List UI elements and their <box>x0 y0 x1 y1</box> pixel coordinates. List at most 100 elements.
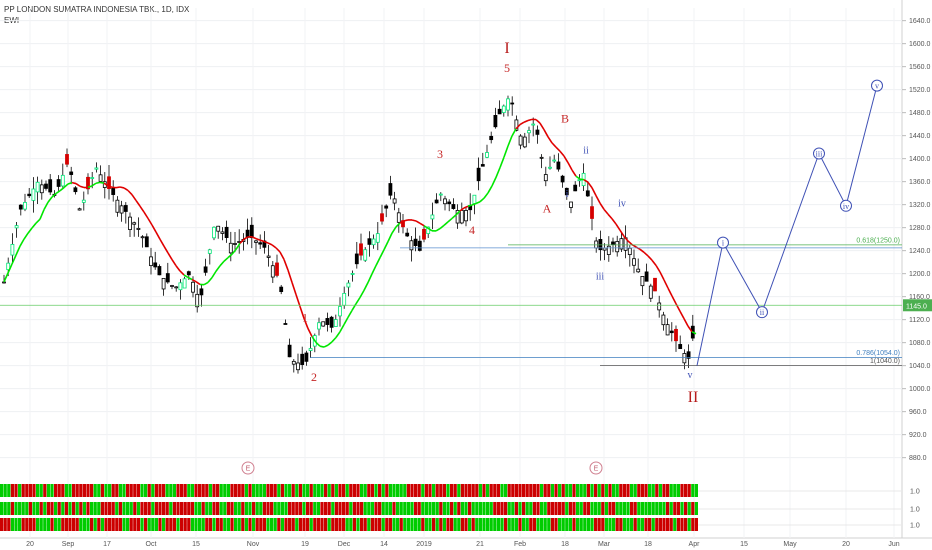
moving-average-segment <box>171 259 177 267</box>
indicator-bar <box>266 484 270 497</box>
y-tick-label: 1280.0 <box>909 225 931 232</box>
candle-body <box>371 238 376 246</box>
indicator-bar <box>471 518 475 531</box>
candle-body <box>300 353 305 365</box>
indicator-bar <box>25 484 29 497</box>
indicator-bar <box>561 484 565 497</box>
moving-average-segment <box>607 213 613 220</box>
candle-body <box>560 175 565 183</box>
indicator-bar <box>158 502 162 515</box>
indicator-bar <box>478 484 482 497</box>
indicator-bar <box>338 518 342 531</box>
indicator-bar <box>579 484 583 497</box>
moving-average-segment <box>175 265 181 272</box>
moving-average-segment <box>643 251 649 257</box>
indicator-bar <box>388 502 392 515</box>
indicator-bar <box>518 484 522 497</box>
projection-circle-iv <box>840 199 852 212</box>
indicator-bar <box>486 518 490 531</box>
indicator-bar <box>489 484 493 497</box>
indicator-bar <box>18 502 22 515</box>
indicator-bar <box>421 484 425 497</box>
indicator-bar <box>93 502 97 515</box>
moving-average-segment <box>55 190 61 195</box>
indicator-bar <box>252 518 256 531</box>
indicator-bar <box>453 502 457 515</box>
indicator-bar <box>507 484 511 497</box>
indicator-bar <box>637 502 641 515</box>
indicator-bar <box>608 484 612 497</box>
indicator-bar <box>295 518 299 531</box>
indicator-bar <box>684 502 688 515</box>
indicator-bar <box>198 518 202 531</box>
indicator-bar <box>475 502 479 515</box>
candle-body <box>590 206 594 219</box>
moving-average-segment <box>211 270 217 279</box>
indicator-bar <box>540 502 544 515</box>
indicator-bar <box>547 502 551 515</box>
candle-body <box>228 242 233 254</box>
x-tick-label: 15 <box>192 541 200 548</box>
indicator-bar <box>75 502 79 515</box>
indicator-bar <box>684 518 688 531</box>
indicator-bar <box>345 484 349 497</box>
moving-average-segment <box>331 336 337 343</box>
wave-label-II: II <box>688 389 699 406</box>
indicator-bar <box>615 518 619 531</box>
indicator-bar <box>309 484 313 497</box>
indicator-bar <box>392 518 396 531</box>
indicator-axis-label: 1.0 <box>910 507 920 514</box>
candle-body <box>644 271 649 282</box>
indicator-bar <box>615 502 619 515</box>
moving-average-segment <box>315 341 321 347</box>
indicator-bar <box>226 502 230 515</box>
moving-average-segment <box>355 297 361 305</box>
indicator-bar <box>194 502 198 515</box>
candle-body <box>342 292 347 306</box>
moving-average-segment <box>659 271 665 281</box>
x-tick-label: Feb <box>514 541 526 548</box>
candle-body <box>86 176 90 190</box>
indicator-bar <box>496 518 500 531</box>
indicator-bar <box>457 484 461 497</box>
indicator-bar <box>50 518 54 531</box>
x-tick-label: Jun <box>888 541 899 548</box>
moving-average-segment <box>651 259 657 266</box>
indicator-bar <box>514 518 518 531</box>
candle-body <box>119 205 124 214</box>
x-tick-label: 17 <box>103 541 111 548</box>
indicator-bar <box>385 502 389 515</box>
wave-label-ii: ii <box>583 145 589 156</box>
candle-body <box>170 285 174 287</box>
moving-average-segment <box>363 282 369 291</box>
indicator-bar <box>651 484 655 497</box>
indicator-bar <box>662 484 666 497</box>
indicator-bar <box>97 518 101 531</box>
indicator-bar <box>284 518 288 531</box>
indicator-bar <box>561 518 565 531</box>
indicator-bar <box>532 502 536 515</box>
indicator-bar <box>468 484 472 497</box>
candle-body <box>254 240 258 243</box>
indicator-bar <box>108 484 112 497</box>
moving-average-segment <box>439 224 445 230</box>
indicator-bar <box>655 518 659 531</box>
wave-label-iv: iv <box>618 198 626 209</box>
indicator-bar <box>14 484 18 497</box>
event-marker <box>241 461 255 475</box>
indicator-bar <box>482 502 486 515</box>
candle-body <box>392 198 397 204</box>
candle-body <box>77 208 82 211</box>
moving-average-segment <box>27 227 33 234</box>
candle-body <box>552 159 557 162</box>
indicator-bar <box>230 518 234 531</box>
candle-body <box>224 226 229 238</box>
indicator-bar <box>162 502 166 515</box>
moving-average-segment <box>499 156 505 168</box>
wave-label-v: v <box>688 370 693 381</box>
candle-body <box>430 214 435 220</box>
indicator-bar <box>622 518 626 531</box>
indicator-bar <box>259 518 263 531</box>
moving-average-segment <box>599 202 605 210</box>
